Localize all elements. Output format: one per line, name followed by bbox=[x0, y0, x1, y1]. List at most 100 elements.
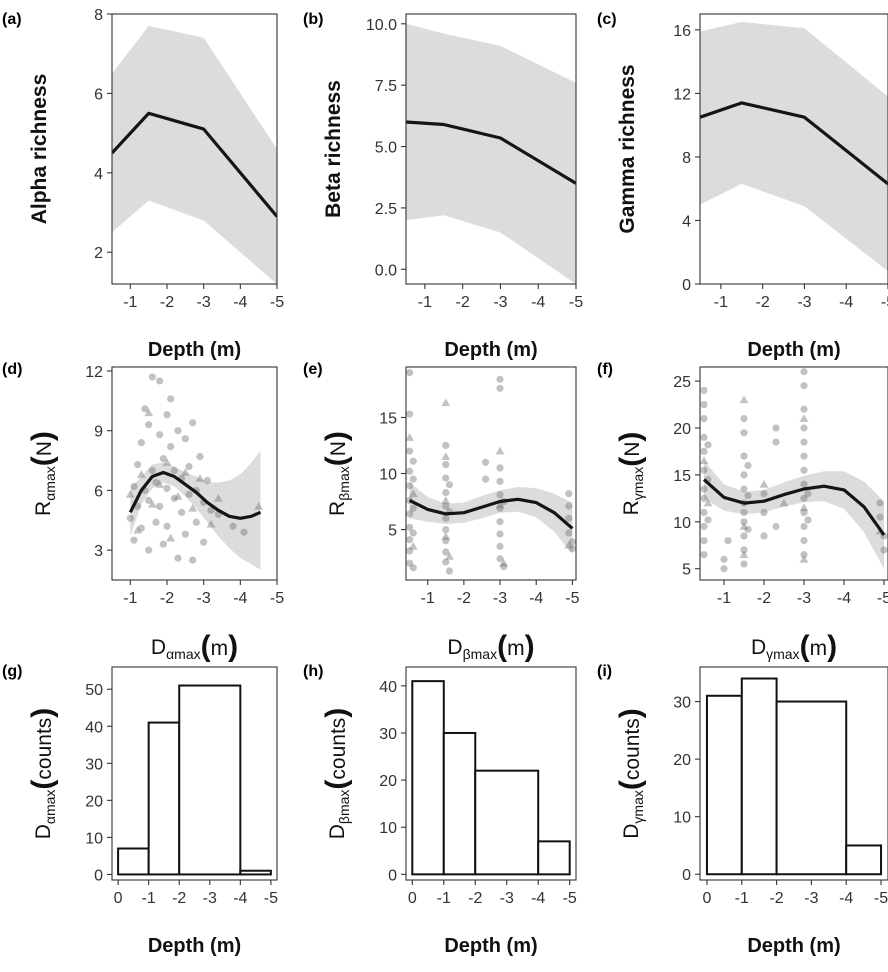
y-tick-label: 10.0 bbox=[366, 17, 397, 34]
x-axis-title: Depth (m) bbox=[148, 935, 241, 957]
data-point bbox=[409, 529, 417, 537]
data-point bbox=[740, 508, 748, 517]
y-tick-label: 16 bbox=[673, 23, 691, 40]
data-point bbox=[181, 530, 189, 538]
x-tick-label: -3 bbox=[493, 590, 507, 607]
data-point bbox=[700, 551, 708, 559]
data-point bbox=[148, 373, 156, 381]
data-point bbox=[442, 502, 450, 510]
data-point bbox=[406, 482, 414, 490]
y-axis-title: Dβmax(counts) bbox=[320, 708, 353, 840]
panel-tag: (b) bbox=[303, 11, 323, 28]
plot-frame bbox=[111, 666, 278, 881]
data-point bbox=[800, 466, 808, 474]
data-point bbox=[442, 474, 450, 482]
plot-frame bbox=[111, 366, 278, 581]
data-point-triangle bbox=[495, 446, 505, 455]
data-point bbox=[167, 395, 175, 403]
data-point bbox=[496, 518, 504, 526]
x-tick-label: -2 bbox=[456, 294, 470, 311]
data-point bbox=[720, 555, 728, 563]
data-point bbox=[163, 522, 171, 530]
y-tick-label: 9 bbox=[94, 424, 103, 441]
y-tick-label: 0 bbox=[388, 867, 397, 884]
x-tick-label: -3 bbox=[804, 890, 818, 907]
y-axis-title: Dγmax(counts) bbox=[614, 708, 647, 839]
data-point bbox=[442, 488, 450, 497]
panel-tag: (h) bbox=[303, 663, 323, 680]
data-point bbox=[406, 547, 414, 555]
data-point bbox=[156, 502, 164, 510]
data-point bbox=[229, 522, 237, 530]
y-tick-label: 40 bbox=[379, 679, 397, 696]
data-point bbox=[744, 525, 752, 533]
data-point bbox=[772, 424, 780, 432]
data-point-triangle bbox=[166, 533, 176, 542]
data-point-triangle bbox=[195, 474, 205, 482]
data-point bbox=[148, 466, 156, 475]
y-tick-label: 8 bbox=[94, 7, 103, 24]
panel-e: 5 10 15 -1 -2 -3 -4 -5 (e) Dβmax(m) Rβmax(N) bbox=[303, 361, 580, 663]
plot-area bbox=[411, 680, 571, 876]
y-tick-label: 30 bbox=[379, 726, 397, 743]
data-point bbox=[740, 546, 748, 554]
panel-c: 0 4 8 12 16 -1 -2 -3 -4 -5 (c) Depth (m) Gamma richn… bbox=[597, 11, 888, 361]
histogram-bar bbox=[442, 731, 477, 876]
data-point bbox=[406, 510, 414, 518]
panel-tag: (a) bbox=[2, 11, 22, 28]
x-axis-title: Depth (m) bbox=[747, 339, 840, 361]
x-tick-label: -5 bbox=[270, 590, 284, 607]
data-point bbox=[800, 438, 808, 446]
data-point bbox=[159, 454, 167, 463]
data-point bbox=[145, 496, 153, 504]
x-tick-label: -3 bbox=[500, 890, 514, 907]
x-axis-title: Depth (m) bbox=[747, 935, 840, 957]
data-point-triangle bbox=[173, 491, 183, 500]
data-point bbox=[744, 491, 752, 500]
x-axis-title: Depth (m) bbox=[444, 339, 537, 361]
x-tick-label: 0 bbox=[408, 890, 417, 907]
data-point-triangle bbox=[125, 490, 135, 498]
data-point bbox=[700, 485, 708, 493]
data-point bbox=[500, 562, 508, 571]
histogram-bar bbox=[537, 840, 571, 876]
plot-area bbox=[705, 677, 883, 876]
x-tick-label: -1 bbox=[123, 590, 137, 607]
data-point bbox=[174, 427, 182, 435]
data-point-triangle bbox=[700, 456, 709, 465]
data-point bbox=[496, 375, 504, 383]
data-point bbox=[442, 514, 450, 522]
y-axis-title: Rαmax(N) bbox=[26, 431, 59, 516]
data-point bbox=[406, 523, 414, 531]
data-point bbox=[442, 537, 450, 545]
y-axis-title: Alpha richness bbox=[28, 74, 51, 225]
data-point bbox=[481, 458, 490, 466]
data-point bbox=[196, 452, 204, 461]
data-point bbox=[568, 538, 576, 546]
x-tick-label: -1 bbox=[717, 590, 731, 607]
y-tick-label: 30 bbox=[673, 695, 691, 712]
fitted-line bbox=[702, 478, 886, 536]
histogram-bar bbox=[411, 680, 445, 876]
y-tick-label: 5.0 bbox=[375, 140, 397, 157]
y-tick-label: 20 bbox=[673, 752, 691, 769]
plot-area bbox=[700, 21, 888, 272]
data-point bbox=[126, 514, 134, 522]
y-tick-label: 20 bbox=[379, 773, 397, 790]
histogram-bar bbox=[705, 694, 743, 876]
panel-tag: (e) bbox=[303, 361, 323, 378]
data-point bbox=[442, 525, 450, 534]
data-point bbox=[876, 513, 884, 521]
data-point bbox=[178, 508, 186, 516]
plot-frame bbox=[111, 13, 278, 285]
data-point bbox=[740, 429, 748, 437]
data-point bbox=[203, 476, 211, 485]
data-point bbox=[804, 516, 812, 524]
x-tick-label: -5 bbox=[563, 890, 577, 907]
data-point-triangle bbox=[445, 552, 454, 560]
y-tick-label: 10 bbox=[379, 467, 397, 484]
panel-tag: (c) bbox=[597, 11, 617, 28]
histogram-bar bbox=[740, 677, 778, 876]
x-tick-label: -5 bbox=[270, 294, 284, 311]
data-point-triangle bbox=[495, 500, 505, 509]
